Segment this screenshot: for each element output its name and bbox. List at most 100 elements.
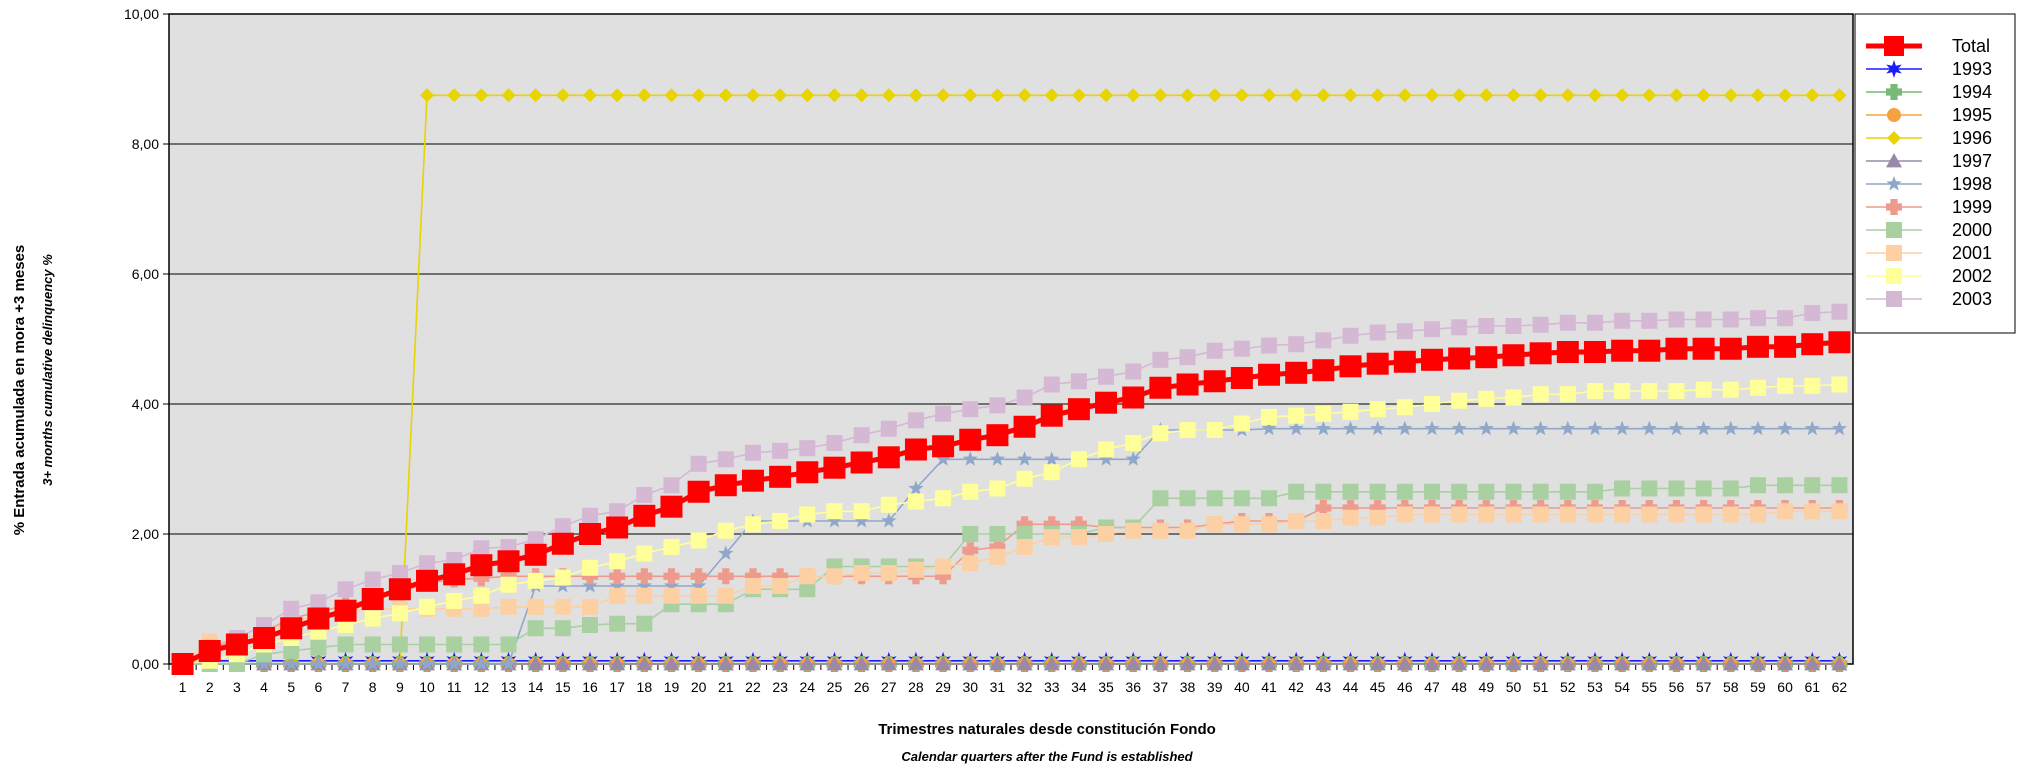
data-point [1505, 420, 1522, 436]
x-tick-label: 38 [1180, 679, 1196, 695]
data-point [663, 656, 680, 671]
data-point [446, 592, 463, 609]
data-point [1696, 88, 1711, 103]
data-point [1342, 483, 1359, 500]
data-point [1695, 656, 1712, 671]
data-point [1370, 88, 1385, 103]
data-point [1233, 490, 1250, 507]
data-point [962, 542, 979, 559]
data-point [1831, 477, 1848, 494]
series-line [182, 427, 1840, 665]
data-point [1288, 656, 1305, 671]
data-point [1315, 500, 1332, 516]
legend-marker [1886, 153, 1902, 168]
data-point [473, 636, 490, 653]
data-point [1749, 310, 1766, 327]
data-point [1396, 656, 1413, 671]
data-point [1261, 516, 1278, 533]
x-tick-label: 4 [260, 679, 268, 695]
legend-label: 1993 [1952, 59, 1992, 79]
data-point [1098, 526, 1115, 542]
data-point [799, 440, 816, 457]
data-point [1424, 420, 1440, 436]
data-point [772, 578, 789, 594]
data-point [391, 636, 408, 653]
y-axis-label-secondary: 3+ months cumulative delinquency % [40, 254, 55, 486]
x-tick-label: 54 [1614, 679, 1630, 695]
data-point [1560, 420, 1576, 436]
data-point [1206, 656, 1223, 671]
data-point [497, 550, 520, 573]
x-tick-label: 27 [881, 679, 897, 695]
x-tick-label: 25 [827, 679, 843, 695]
data-point [1125, 435, 1142, 451]
data-point [1230, 367, 1253, 389]
data-point [772, 568, 789, 585]
data-point [854, 513, 870, 528]
data-point [500, 598, 517, 615]
legend-label: 2000 [1952, 220, 1992, 240]
data-point [1339, 355, 1362, 378]
data-point [1749, 379, 1766, 396]
data-point [907, 412, 924, 429]
x-tick-label: 35 [1098, 679, 1114, 695]
data-point [609, 615, 626, 632]
data-point [1179, 522, 1196, 539]
data-point [365, 656, 381, 671]
data-point [1502, 344, 1525, 367]
x-tick-label: 56 [1669, 679, 1685, 695]
x-tick-label: 41 [1261, 679, 1277, 695]
x-tick-label: 61 [1804, 679, 1820, 695]
data-point [1532, 316, 1549, 333]
x-tick-label: 6 [314, 679, 322, 695]
data-point [1695, 311, 1712, 328]
x-tick-label: 43 [1316, 679, 1332, 695]
data-point [663, 539, 680, 555]
data-point [826, 568, 843, 585]
data-point [1233, 516, 1250, 533]
data-point [1451, 483, 1468, 500]
data-point [280, 617, 303, 640]
data-point [717, 451, 734, 468]
x-tick-label: 20 [691, 679, 707, 695]
data-point [717, 587, 734, 604]
data-point [1723, 420, 1739, 436]
data-point [1641, 506, 1658, 523]
data-point [1070, 451, 1087, 468]
data-point [1098, 368, 1115, 385]
data-point [637, 88, 652, 103]
data-point [663, 578, 680, 593]
data-point [989, 656, 1006, 671]
data-point [1258, 363, 1281, 386]
data-point [1179, 490, 1196, 507]
data-point [283, 643, 300, 659]
data-point [1719, 337, 1742, 360]
x-tick-label: 37 [1153, 679, 1169, 695]
data-point [1315, 656, 1332, 671]
data-point [800, 88, 815, 103]
data-point [443, 563, 466, 586]
data-point [1532, 386, 1549, 403]
data-point [935, 405, 952, 422]
data-point [1261, 656, 1278, 671]
data-point [1559, 656, 1576, 671]
data-point [1777, 503, 1794, 520]
data-point [1478, 420, 1494, 436]
data-point [500, 568, 517, 585]
x-tick-label: 52 [1560, 679, 1576, 695]
data-point [636, 545, 653, 562]
data-point [1505, 389, 1522, 406]
x-tick-label: 30 [962, 679, 978, 695]
data-point [1179, 349, 1196, 366]
data-point [907, 656, 924, 671]
data-point [1289, 88, 1304, 103]
data-point [1233, 415, 1250, 432]
data-point [337, 656, 354, 671]
data-point [1315, 332, 1332, 349]
data-point [253, 627, 276, 649]
data-point [1153, 88, 1168, 103]
data-point [1152, 522, 1169, 539]
data-point [582, 617, 598, 633]
data-point [1233, 656, 1250, 671]
data-point [1828, 331, 1851, 354]
